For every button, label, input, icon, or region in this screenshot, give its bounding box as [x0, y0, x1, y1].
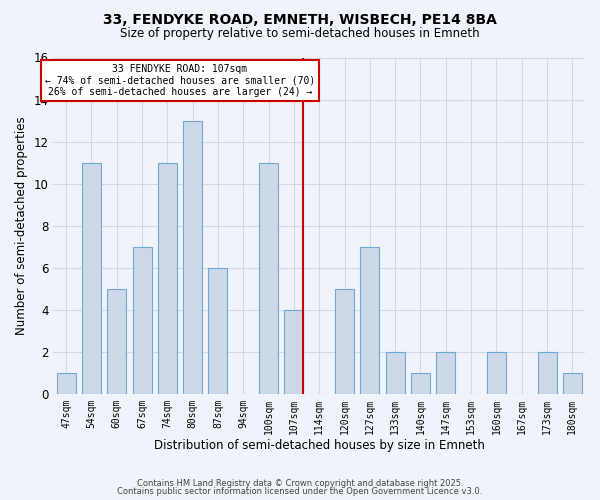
Text: Size of property relative to semi-detached houses in Emneth: Size of property relative to semi-detach…: [120, 28, 480, 40]
Bar: [487, 352, 506, 394]
Bar: [133, 246, 152, 394]
Bar: [107, 288, 126, 394]
Bar: [563, 373, 582, 394]
Bar: [436, 352, 455, 394]
Bar: [82, 162, 101, 394]
Bar: [361, 246, 379, 394]
Text: 33 FENDYKE ROAD: 107sqm
← 74% of semi-detached houses are smaller (70)
26% of se: 33 FENDYKE ROAD: 107sqm ← 74% of semi-de…: [45, 64, 315, 97]
Y-axis label: Number of semi-detached properties: Number of semi-detached properties: [15, 116, 28, 335]
Bar: [208, 268, 227, 394]
Bar: [386, 352, 404, 394]
Text: 33, FENDYKE ROAD, EMNETH, WISBECH, PE14 8BA: 33, FENDYKE ROAD, EMNETH, WISBECH, PE14 …: [103, 12, 497, 26]
Bar: [335, 288, 354, 394]
Bar: [56, 373, 76, 394]
Bar: [538, 352, 557, 394]
Bar: [259, 162, 278, 394]
Text: Contains HM Land Registry data © Crown copyright and database right 2025.: Contains HM Land Registry data © Crown c…: [137, 478, 463, 488]
Bar: [284, 310, 304, 394]
Bar: [183, 120, 202, 394]
X-axis label: Distribution of semi-detached houses by size in Emneth: Distribution of semi-detached houses by …: [154, 440, 485, 452]
Bar: [158, 162, 177, 394]
Bar: [411, 373, 430, 394]
Text: Contains public sector information licensed under the Open Government Licence v3: Contains public sector information licen…: [118, 487, 482, 496]
